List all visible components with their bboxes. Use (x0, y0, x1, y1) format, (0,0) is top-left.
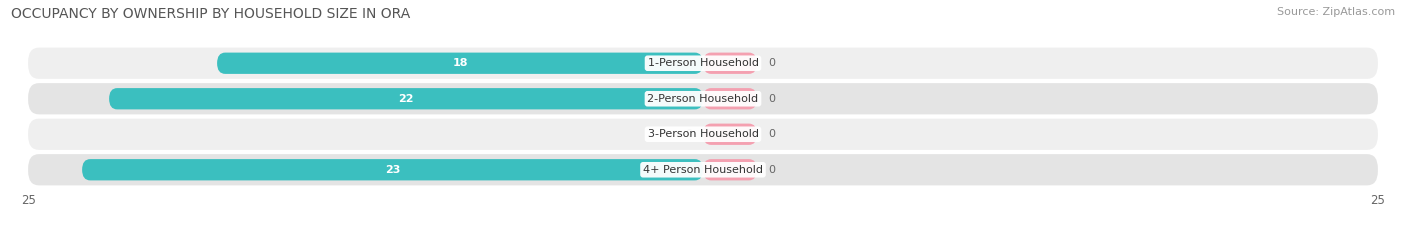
FancyBboxPatch shape (703, 123, 756, 145)
Text: 1-Person Household: 1-Person Household (648, 58, 758, 68)
FancyBboxPatch shape (28, 154, 1378, 185)
Text: OCCUPANCY BY OWNERSHIP BY HOUSEHOLD SIZE IN ORA: OCCUPANCY BY OWNERSHIP BY HOUSEHOLD SIZE… (11, 7, 411, 21)
Text: 2-Person Household: 2-Person Household (647, 94, 759, 104)
FancyBboxPatch shape (28, 48, 1378, 79)
Text: 3-Person Household: 3-Person Household (648, 129, 758, 139)
FancyBboxPatch shape (28, 119, 1378, 150)
Text: 0: 0 (685, 129, 692, 139)
Text: 4+ Person Household: 4+ Person Household (643, 165, 763, 175)
Text: 0: 0 (768, 94, 775, 104)
Text: 22: 22 (398, 94, 413, 104)
Text: 0: 0 (768, 129, 775, 139)
FancyBboxPatch shape (110, 88, 703, 110)
FancyBboxPatch shape (217, 53, 703, 74)
Text: Source: ZipAtlas.com: Source: ZipAtlas.com (1277, 7, 1395, 17)
Text: 18: 18 (453, 58, 468, 68)
Text: 0: 0 (768, 165, 775, 175)
FancyBboxPatch shape (703, 88, 756, 110)
FancyBboxPatch shape (82, 159, 703, 180)
FancyBboxPatch shape (703, 159, 756, 180)
FancyBboxPatch shape (28, 83, 1378, 114)
Text: 23: 23 (385, 165, 401, 175)
Text: 0: 0 (768, 58, 775, 68)
FancyBboxPatch shape (703, 53, 756, 74)
